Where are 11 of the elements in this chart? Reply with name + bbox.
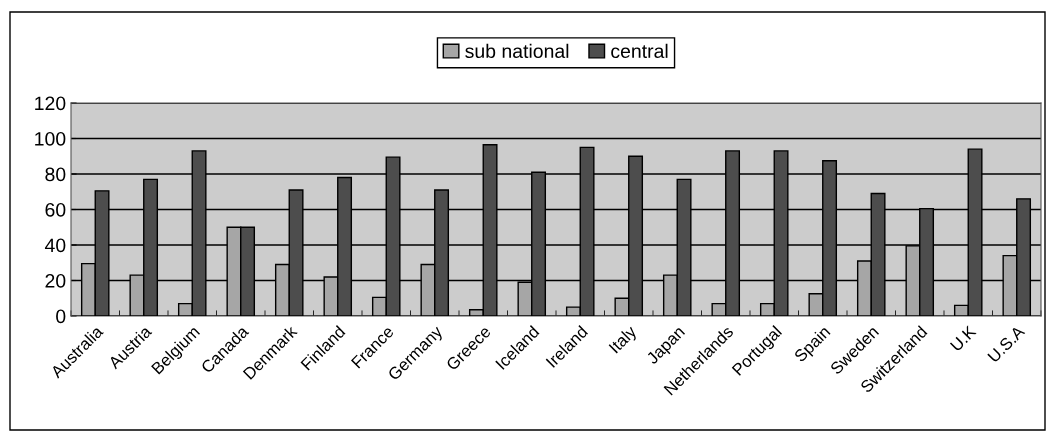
legend-label: central: [611, 43, 668, 59]
y-tick-label: 0: [56, 309, 66, 324]
y-tick-label: 60: [45, 202, 66, 217]
y-tick-label: 100: [35, 131, 66, 146]
y-tick-label: 20: [45, 273, 66, 288]
x-tick-label: Italy: [608, 324, 640, 356]
y-tick-label: 80: [45, 167, 66, 182]
x-tick-label: U.K: [949, 324, 977, 352]
y-tick-label: 40: [44, 238, 66, 253]
y-tick-label: 120: [35, 96, 66, 111]
legend-label: sub national: [465, 43, 569, 59]
